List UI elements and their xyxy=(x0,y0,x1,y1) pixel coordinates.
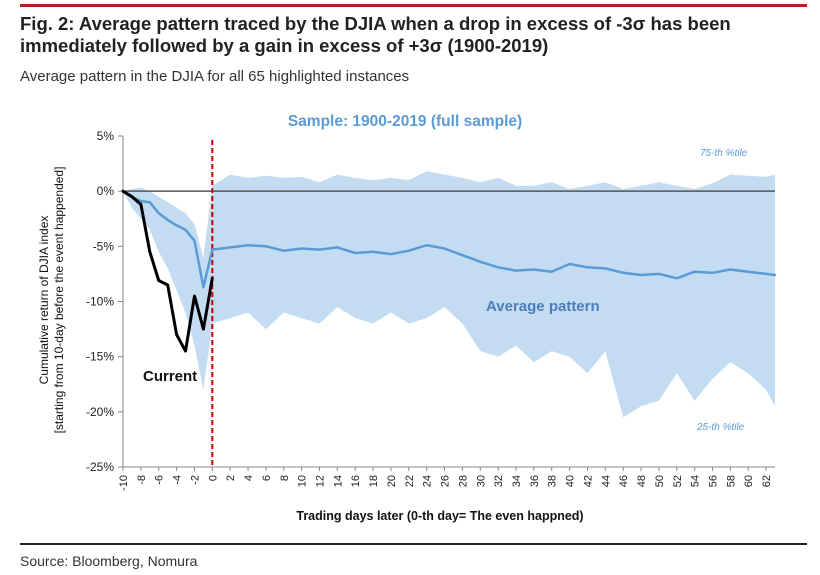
x-tick-label: 14 xyxy=(332,475,344,487)
x-tick-label: -4 xyxy=(172,475,184,485)
figure-title: Fig. 2: Average pattern traced by the DJ… xyxy=(20,13,731,56)
x-tick-label: 54 xyxy=(690,475,702,487)
x-tick-label: 8 xyxy=(279,475,291,481)
x-tick-label: -2 xyxy=(190,475,202,485)
x-tick-label: -8 xyxy=(136,475,148,485)
x-tick-label: 6 xyxy=(261,475,273,481)
x-tick-label: 44 xyxy=(600,475,612,487)
percentile-band-area xyxy=(123,171,775,418)
x-tick-label: 20 xyxy=(386,475,398,487)
x-tick-label: 48 xyxy=(636,475,648,487)
x-tick-label: 28 xyxy=(457,475,469,487)
x-axis-label: Trading days later (0-th day= The even h… xyxy=(296,509,583,523)
x-tick-label: 46 xyxy=(618,475,630,487)
x-tick-label: 52 xyxy=(672,475,684,487)
percentile-band-layer xyxy=(123,171,775,418)
x-tick-label: 34 xyxy=(511,475,523,487)
figure-subtitle: Average pattern in the DJIA for all 65 h… xyxy=(20,68,410,85)
x-tick-label: 36 xyxy=(529,475,541,487)
x-tick-label: 62 xyxy=(761,475,773,487)
x-tick-label: -10 xyxy=(118,475,130,491)
x-tick-label: -6 xyxy=(154,475,166,485)
x-tick-label: 12 xyxy=(315,475,327,487)
y-axis-label: Cumulative return of DJIA index [startin… xyxy=(37,167,66,434)
y-tick-label: -5% xyxy=(93,239,115,253)
tick-layer: 5%0%-5%-10%-15%-20%-25%-10 -8 -6 -4 -2 0 2 4 6 8 1… xyxy=(86,129,773,491)
average-pattern-line xyxy=(121,189,777,289)
y-axis-label-line2: [starting from 10-day before the event h… xyxy=(52,167,66,434)
x-tick-label: 4 xyxy=(243,475,255,481)
x-tick-label: 32 xyxy=(493,475,505,487)
x-tick-label: 42 xyxy=(582,475,594,487)
x-tick-label: 38 xyxy=(547,475,559,487)
source-note: Source: Bloomberg, Nomura xyxy=(20,553,198,569)
y-tick-label: 0% xyxy=(97,184,115,198)
x-tick-label: 18 xyxy=(368,475,380,487)
x-tick-label: 60 xyxy=(743,475,755,487)
x-tick-label: 58 xyxy=(725,475,737,487)
bottom-rule xyxy=(20,543,807,545)
x-tick-label: 0 xyxy=(207,475,219,481)
x-tick-label: 56 xyxy=(708,475,720,487)
y-tick-label: -10% xyxy=(86,295,114,309)
chart-title: Sample: 1900-2019 (full sample) xyxy=(288,113,522,130)
top-rule xyxy=(20,4,807,7)
x-tick-label: 50 xyxy=(654,475,666,487)
x-tick-label: 22 xyxy=(404,475,416,487)
x-tick-label: 24 xyxy=(422,475,434,487)
x-tick-label: 40 xyxy=(565,475,577,487)
chart: 5%0%-5%-10%-15%-20%-25%-10 -8 -6 -4 -2 0 2 4 6 8 1… xyxy=(37,113,777,523)
y-tick-label: -25% xyxy=(86,460,114,474)
y-tick-label: -20% xyxy=(86,405,114,419)
x-tick-label: 2 xyxy=(225,475,237,481)
lower-band-label: 25-th %tile xyxy=(696,422,745,433)
x-tick-label: 26 xyxy=(440,475,452,487)
y-tick-label: 5% xyxy=(97,129,115,143)
x-tick-label: 30 xyxy=(475,475,487,487)
y-axis-label-line1: Cumulative return of DJIA index xyxy=(37,216,51,385)
upper-band-label: 75-th %tile xyxy=(700,148,748,159)
series-layer xyxy=(121,140,777,467)
current-label: Current xyxy=(143,368,197,385)
current-line xyxy=(121,189,214,353)
y-tick-label: -15% xyxy=(86,350,114,364)
average-pattern-label: Average pattern xyxy=(486,298,600,315)
x-tick-label: 16 xyxy=(350,475,362,487)
x-tick-label: 10 xyxy=(297,475,309,487)
